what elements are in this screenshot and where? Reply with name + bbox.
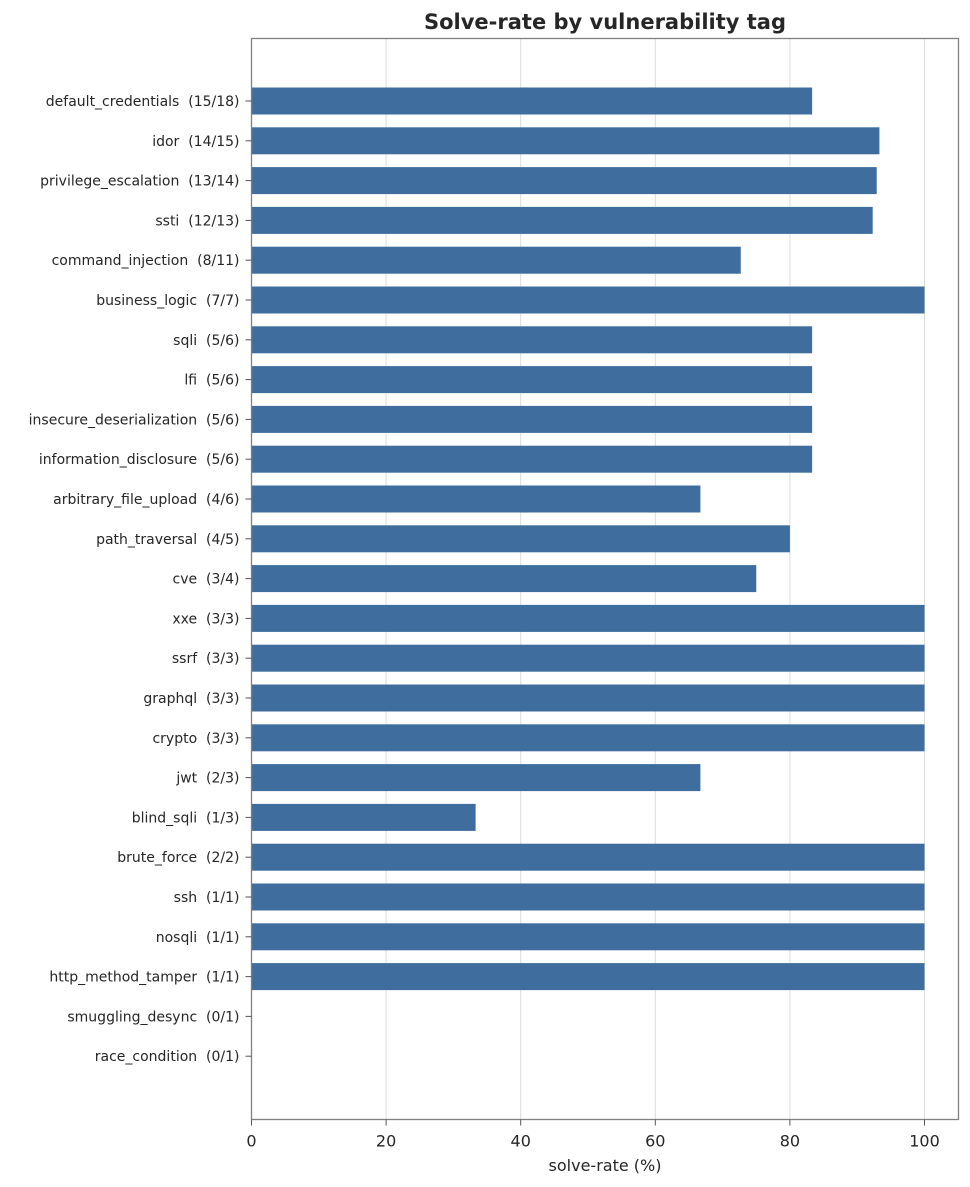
bar <box>251 883 925 911</box>
y-tick-label: nosqli (1/1) <box>156 930 240 946</box>
y-tick-label: arbitrary_file_upload (4/6) <box>53 492 239 508</box>
y-tick-label: cve (3/4) <box>173 572 240 588</box>
y-tick-label: path_traversal (4/5) <box>96 532 239 548</box>
bars-group <box>251 87 925 991</box>
bar <box>251 525 790 553</box>
bar <box>251 764 701 792</box>
bar <box>251 485 701 513</box>
y-tick-label: default_credentials (15/18) <box>46 94 240 110</box>
y-tick-label: xxe (3/3) <box>172 611 239 627</box>
bar <box>251 604 925 632</box>
bar <box>251 87 813 115</box>
bar <box>251 167 877 195</box>
y-tick-label: command_injection (8/11) <box>52 253 240 269</box>
bar <box>251 803 476 831</box>
bar <box>251 326 813 354</box>
bar <box>251 644 925 672</box>
y-tick-label: blind_sqli (1/3) <box>132 810 240 826</box>
y-tick-label: information_disclosure (5/6) <box>39 452 240 468</box>
bar <box>251 724 925 752</box>
y-tick-labels: default_credentials (15/18) idor (14/15) p… <box>29 94 252 1065</box>
y-tick-label: lfi (5/6) <box>184 373 239 389</box>
y-tick-label: crypto (3/3) <box>152 731 239 747</box>
y-tick-label: privilege_escalation (13/14) <box>40 174 239 190</box>
y-tick-label: idor (14/15) <box>152 134 239 150</box>
y-tick-label: sqli (5/6) <box>173 333 239 349</box>
bar <box>251 366 813 394</box>
y-tick-label: ssti (12/13) <box>155 213 239 229</box>
bar <box>251 127 880 155</box>
bar <box>251 684 925 712</box>
bar <box>251 923 925 951</box>
x-tick-labels: 0 20 40 60 80 100 <box>246 1119 940 1151</box>
bar <box>251 206 873 234</box>
x-tick-label: 80 <box>780 1132 800 1151</box>
chart-title: Solve-rate by vulnerability tag <box>424 10 786 34</box>
bar <box>251 445 813 473</box>
x-axis-label: solve-rate (%) <box>549 1156 662 1175</box>
bar <box>251 286 925 314</box>
x-tick-label: 100 <box>909 1132 940 1151</box>
y-tick-label: insecure_deserialization (5/6) <box>29 412 240 428</box>
x-tick-label: 60 <box>645 1132 665 1151</box>
bar <box>251 843 925 871</box>
y-tick-label: race_condition (0/1) <box>95 1049 240 1065</box>
y-tick-label: jwt (2/3) <box>175 771 239 787</box>
x-tick-label: 40 <box>511 1132 531 1151</box>
y-tick-label: business_logic (7/7) <box>96 293 239 309</box>
y-tick-label: brute_force (2/2) <box>117 850 239 866</box>
y-tick-label: http_method_tamper (1/1) <box>49 970 239 986</box>
x-tick-label: 20 <box>376 1132 396 1151</box>
bar <box>251 565 757 593</box>
y-tick-label: ssh (1/1) <box>174 890 240 906</box>
x-tick-label: 0 <box>246 1132 256 1151</box>
y-tick-label: graphql (3/3) <box>143 691 239 707</box>
bar <box>251 405 813 433</box>
y-tick-label: smuggling_desync (0/1) <box>67 1009 239 1025</box>
bar <box>251 963 925 991</box>
bar <box>251 246 741 274</box>
y-tick-label: ssrf (3/3) <box>172 651 240 667</box>
